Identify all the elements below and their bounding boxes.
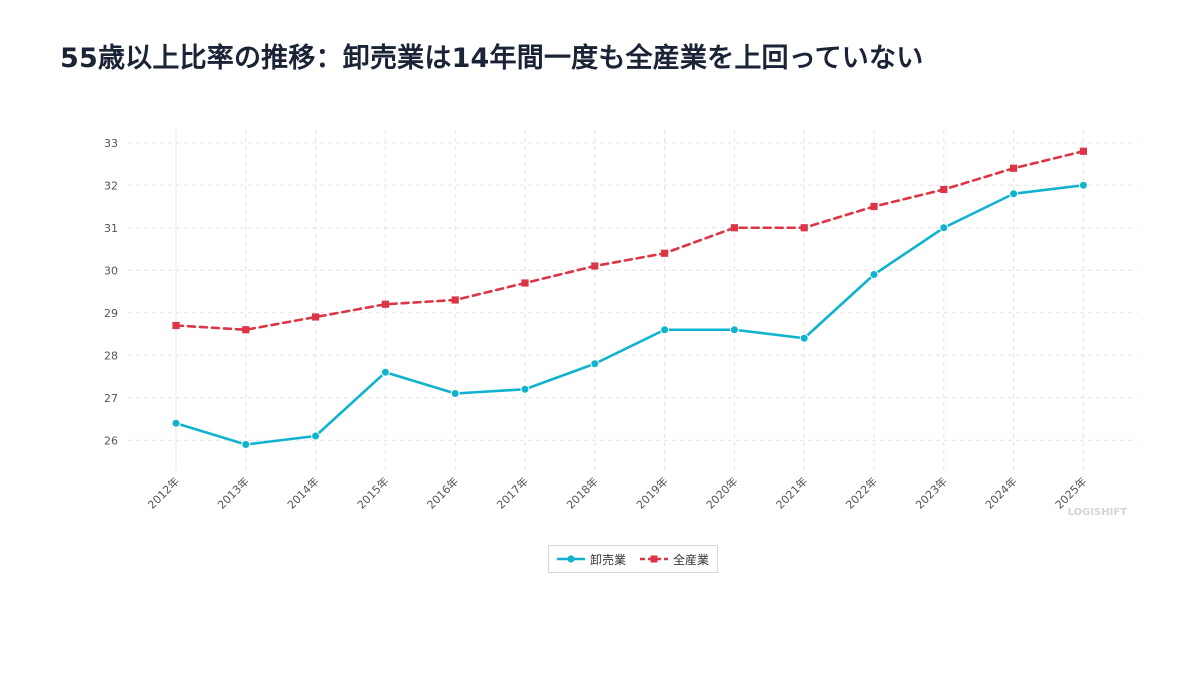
data-point-square (381, 300, 389, 308)
data-point-circle (590, 359, 600, 369)
data-point-square (242, 326, 250, 334)
data-point-square (870, 202, 878, 211)
x-tick-label: 2018年 (563, 474, 600, 511)
y-tick-label: 30 (104, 264, 118, 277)
x-tick-label: 2024年 (982, 474, 1019, 511)
y-tick-label: 26 (104, 434, 118, 447)
data-point-circle (729, 325, 739, 335)
legend-line-circle-icon (557, 555, 585, 563)
data-point-square (800, 224, 808, 232)
data-point-circle (799, 333, 809, 343)
data-point-square (591, 262, 599, 270)
data-point-square (730, 224, 738, 232)
data-point-square (172, 321, 180, 330)
legend-line-square-icon (640, 555, 669, 563)
data-point-square (451, 296, 459, 304)
x-tick-label: 2017年 (494, 474, 531, 511)
data-point-square (1079, 147, 1087, 155)
series-line (174, 183, 1085, 446)
series-wholesale (171, 180, 1088, 449)
y-tick-label: 31 (104, 222, 118, 235)
data-point-circle (241, 440, 251, 449)
data-point-square (1010, 164, 1018, 172)
data-point-circle (939, 223, 949, 233)
x-tick-label: 2013年 (214, 474, 251, 511)
x-tick-label: 2021年 (773, 474, 810, 511)
watermark: LOGISHIFT (1068, 507, 1128, 518)
data-point-circle (311, 431, 321, 441)
x-tick-label: 2019年 (633, 474, 670, 511)
legend-item-all-industries[interactable]: 全産業 (640, 551, 709, 568)
data-point-circle (869, 270, 879, 279)
legend-label-wholesale: 卸売業 (590, 552, 627, 567)
x-tick-label: 2016年 (424, 474, 461, 511)
data-point-square (661, 249, 669, 257)
x-tick-label: 2022年 (843, 474, 880, 511)
grid-lines (128, 130, 1137, 470)
series-group (171, 147, 1088, 449)
chart-title: 55歳以上比率の推移：卸売業は14年間一度も全産業を上回っていない (60, 43, 924, 74)
y-tick-label: 32 (104, 179, 118, 192)
x-tick-label: 2015年 (354, 474, 391, 511)
y-tick-label: 33 (104, 137, 118, 150)
data-point-square (940, 185, 948, 194)
x-tick-label: 2020年 (703, 474, 740, 511)
series-all-industries (172, 147, 1087, 334)
legend-item-wholesale[interactable]: 卸売業 (557, 551, 626, 568)
data-point-circle (1078, 180, 1088, 190)
data-point-circle (450, 389, 460, 398)
series-line (174, 149, 1085, 332)
data-point-circle (520, 384, 530, 394)
legend: 卸売業 全産業 (548, 545, 719, 573)
x-tick-label: 2023年 (912, 474, 949, 511)
y-tick-label: 27 (104, 392, 118, 405)
y-tick-label: 28 (104, 349, 118, 362)
data-point-square (312, 313, 320, 321)
data-point-circle (380, 367, 390, 377)
y-tick-label: 29 (104, 307, 118, 320)
x-tick-label: 2014年 (284, 474, 321, 511)
data-point-circle (171, 418, 181, 428)
data-point-circle (1009, 189, 1019, 199)
x-tick-label: 2012年 (145, 474, 182, 511)
data-point-square (521, 279, 529, 287)
data-point-circle (660, 325, 670, 335)
legend-label-all-industries: 全産業 (673, 552, 710, 567)
